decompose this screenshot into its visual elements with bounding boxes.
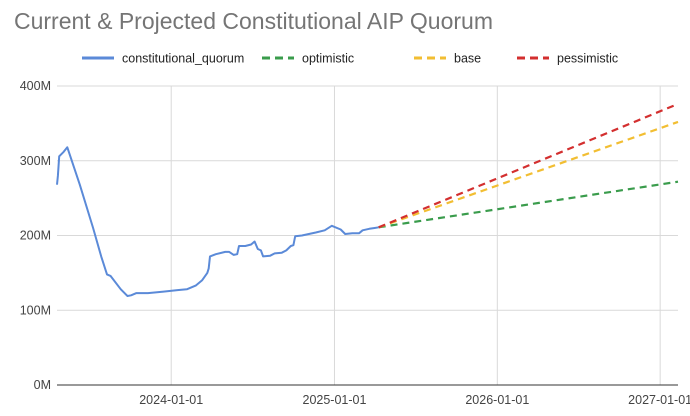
y-tick-label: 400M (20, 79, 51, 93)
legend-label: pessimistic (557, 52, 618, 66)
legend-label: base (454, 52, 481, 66)
x-tick-label: 2026-01-01 (465, 393, 529, 407)
y-tick-label: 300M (20, 154, 51, 168)
x-tick-label: 2027-01-01 (628, 393, 690, 407)
x-tick-label: 2025-01-01 (303, 393, 367, 407)
y-tick-label: 200M (20, 229, 51, 243)
series-line-optimistic (378, 180, 679, 229)
chart-title: Current & Projected Constitutional AIP Q… (14, 8, 493, 34)
series-line-constitutional-quorum (56, 146, 379, 297)
series-line-base (378, 120, 679, 229)
x-tick-label: 2024-01-01 (139, 393, 203, 407)
legend-label: constitutional_quorum (122, 52, 244, 66)
y-tick-label: 100M (20, 303, 51, 317)
legend-label: optimistic (302, 52, 354, 66)
series-line-pessimistic (378, 102, 679, 229)
y-tick-label: 0M (34, 378, 51, 392)
